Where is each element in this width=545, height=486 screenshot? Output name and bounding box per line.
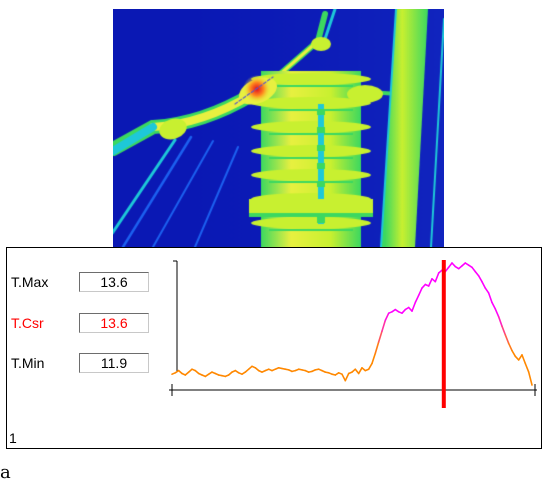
profile-segment [381,319,387,332]
profile-segment [401,308,407,315]
profile-segment [354,368,360,375]
profile-segment [514,355,520,361]
profile-line [171,262,533,386]
profile-segment [517,354,523,361]
profile-segment [421,283,427,289]
profile-segment [384,312,390,322]
frame-index: 1 [9,430,17,446]
profile-segment [521,354,527,365]
profile-segment [481,280,487,289]
profile-segment [477,275,483,283]
profile-segment [487,292,493,304]
profile-segment [474,270,480,277]
temperature-profile-panel: T.Max 13.6 T.Csr 13.6 T.Min 11.9 1 [6,247,542,449]
profile-segment [357,367,363,375]
profile-segment [447,262,453,269]
tmin-value[interactable]: 11.9 [79,353,149,373]
profile-segment [367,362,373,370]
profile-segment [501,325,507,336]
profile-segment [377,330,383,343]
profile-segment [491,301,497,310]
profile-segment [414,294,420,304]
profile-segment [427,277,433,287]
trailing-text: a [0,462,11,483]
profile-segment [451,262,457,268]
profile-segment [371,352,377,365]
profile-segment [484,287,490,294]
profile-segment [497,315,503,327]
profile-segment [374,341,380,355]
chart-axes [169,260,537,396]
profile-segment [507,342,513,352]
tmax-value[interactable]: 13.6 [79,272,149,292]
tmin-label: T.Min [11,355,45,371]
profile-segment [417,287,423,297]
tmax-label: T.Max [11,274,49,290]
thermal-image [113,9,444,247]
temperature-profile-chart[interactable] [167,260,542,410]
profile-segment [471,266,477,273]
profile-segment [411,301,417,312]
profile-segment [434,272,440,283]
profile-segment [341,373,347,382]
profile-segment [444,266,450,273]
profile-segment [527,371,533,386]
profile-segment [504,334,510,345]
profile-segment [344,372,350,382]
profile-segment [511,349,517,358]
profile-segment [494,308,500,318]
tcsr-value[interactable]: 13.6 [79,313,149,333]
profile-segment [524,362,530,373]
tcsr-label: T.Csr [11,315,44,331]
